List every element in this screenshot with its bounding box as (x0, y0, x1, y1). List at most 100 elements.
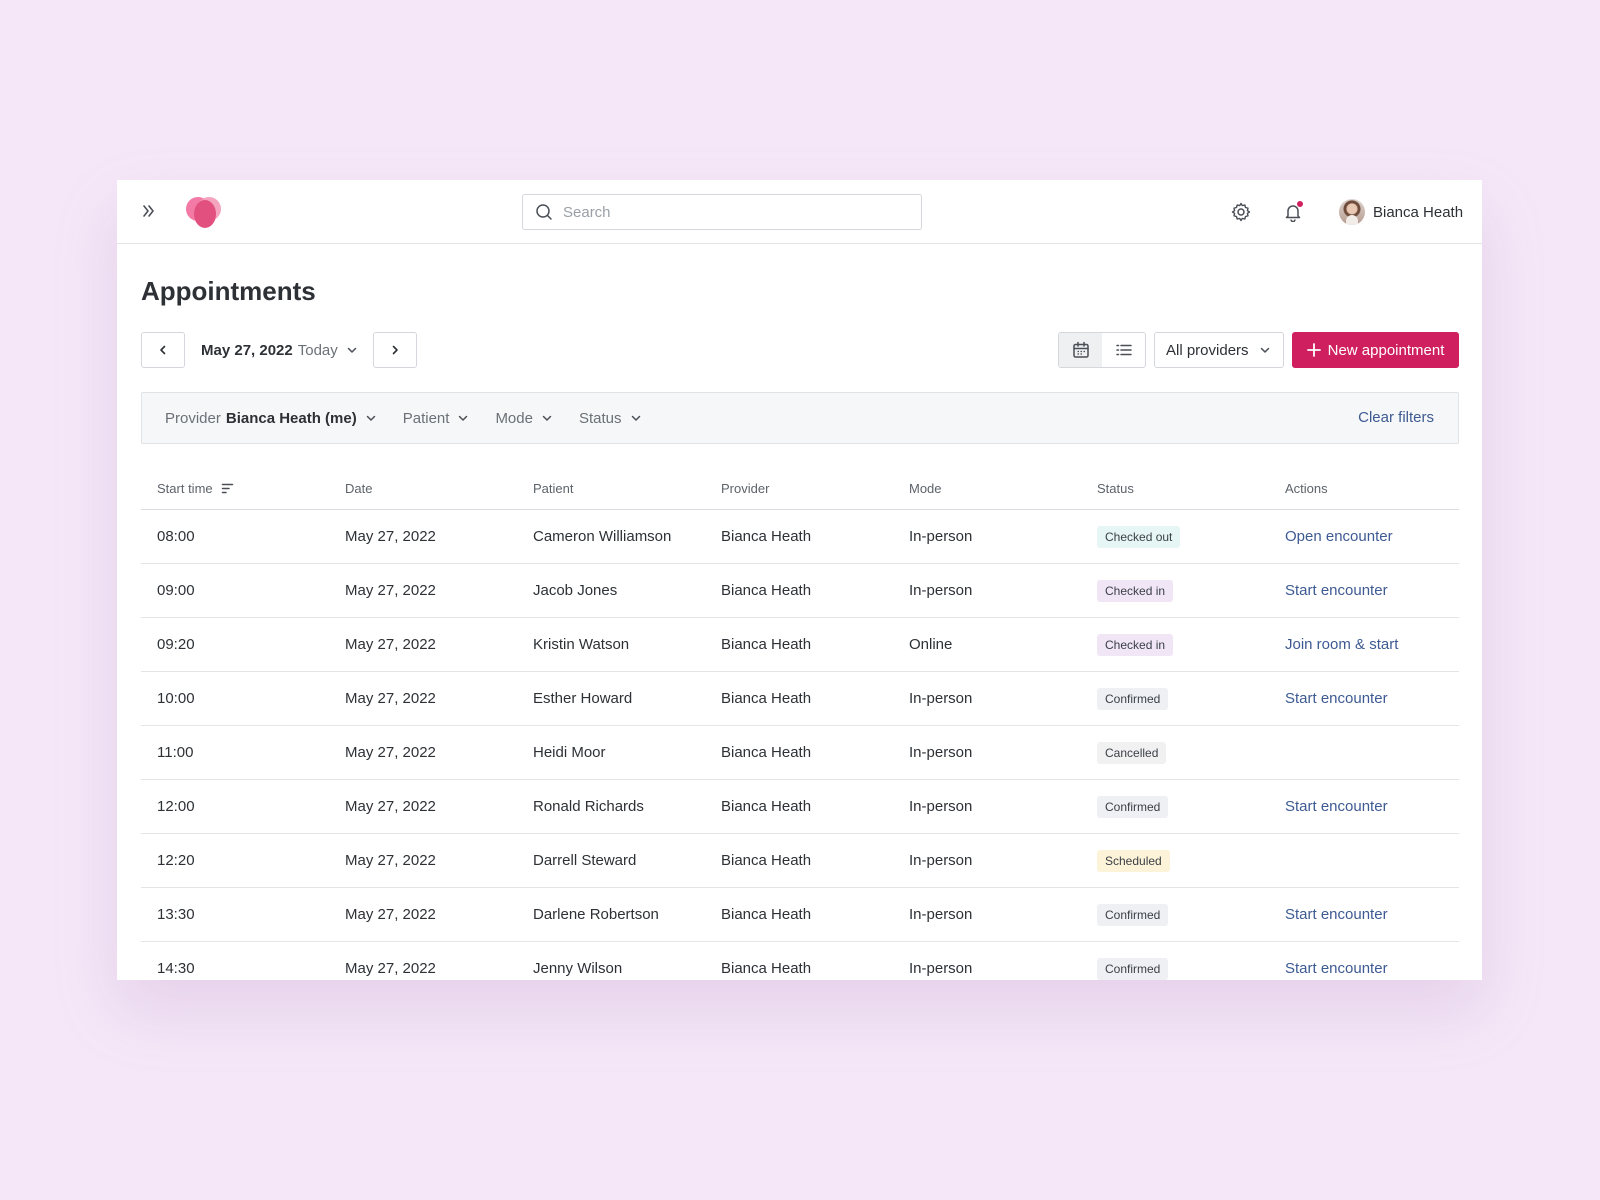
new-appointment-button[interactable]: New appointment (1292, 332, 1459, 368)
cell-patient: Jenny Wilson (533, 960, 623, 977)
status-badge: Checked in (1097, 633, 1174, 656)
notifications-button[interactable] (1279, 198, 1307, 226)
chevron-down-icon (1260, 347, 1269, 353)
cell-provider: Bianca Heath (721, 798, 812, 815)
action-link[interactable]: Start encounter (1285, 798, 1388, 815)
today-label: Today (297, 341, 338, 359)
action-link[interactable]: Start encounter (1285, 906, 1388, 923)
status-filter[interactable]: Status (579, 410, 642, 427)
status-filter-label: Status (578, 409, 622, 427)
cell-status: Checked in (1081, 579, 1269, 602)
action-link[interactable]: Start encounter (1285, 582, 1388, 599)
settings-button[interactable] (1227, 198, 1255, 226)
cell-provider: Bianca Heath (721, 960, 812, 977)
cell-actions: Start encounter (1269, 690, 1459, 707)
calendar-icon (1072, 341, 1089, 358)
cell-actions: Start encounter (1269, 798, 1459, 815)
cell-actions: Open encounter (1269, 528, 1459, 545)
search-input[interactable] (563, 203, 883, 221)
cell-start-time: 08:00 (157, 528, 195, 545)
cell-status: Cancelled (1081, 741, 1269, 764)
double-chevron-right-icon (143, 205, 154, 217)
cell-provider: Bianca Heath (721, 690, 812, 707)
cell-status: Confirmed (1081, 957, 1269, 980)
action-link[interactable]: Start encounter (1285, 960, 1388, 977)
cell-mode: In-person (909, 798, 973, 815)
chevron-right-icon (392, 345, 398, 355)
expand-sidebar-button[interactable] (137, 199, 161, 223)
column-header-patient: Patient (533, 481, 574, 496)
cell-date: May 27, 2022 (345, 798, 436, 815)
calendar-view-button[interactable] (1059, 333, 1102, 367)
status-badge: Confirmed (1097, 795, 1169, 818)
cell-status: Scheduled (1081, 849, 1269, 872)
cell-patient: Cameron Williamson (533, 528, 672, 545)
sort-icon[interactable] (221, 482, 234, 495)
cell-actions: Start encounter (1269, 906, 1459, 923)
notification-dot (1297, 201, 1303, 207)
cell-mode: Online (909, 636, 953, 653)
new-appointment-label: New appointment (1327, 341, 1445, 359)
patient-filter[interactable]: Patient (403, 410, 470, 427)
cell-patient: Darlene Robertson (533, 906, 659, 923)
status-badge: Confirmed (1097, 687, 1169, 710)
cell-start-time: 11:00 (157, 744, 194, 761)
status-badge: Checked in (1097, 579, 1174, 602)
cell-start-time: 09:20 (157, 636, 195, 653)
clear-filters-link[interactable]: Clear filters (1358, 409, 1434, 426)
user-menu[interactable]: Bianca Heath (1339, 198, 1463, 226)
mode-filter[interactable]: Mode (495, 410, 553, 427)
patient-filter-label: Patient (402, 409, 450, 427)
cell-status: Checked in (1081, 633, 1269, 656)
cell-provider: Bianca Heath (721, 852, 812, 869)
status-badge: Confirmed (1097, 903, 1169, 926)
column-header-date: Date (345, 481, 373, 496)
column-header-mode: Mode (909, 481, 942, 496)
cell-start-time: 12:00 (157, 798, 195, 815)
date-picker[interactable]: May 27, 2022 Today (201, 332, 358, 368)
cell-start-time: 12:20 (157, 852, 195, 869)
next-day-button[interactable] (373, 332, 417, 368)
cell-patient: Heidi Moor (533, 744, 606, 761)
column-header-provider: Provider (721, 481, 770, 496)
cell-date: May 27, 2022 (345, 906, 436, 923)
list-view-button[interactable] (1102, 333, 1145, 367)
table-header: Start time Date Patient Provider Mode St… (141, 468, 1459, 510)
table-row: 13:30 May 27, 2022 Darlene Robertson Bia… (141, 888, 1459, 942)
app-window: Bianca Heath Appointments May 27, 2022 T… (117, 180, 1482, 980)
cell-mode: In-person (909, 582, 973, 599)
status-badge: Confirmed (1097, 957, 1169, 980)
action-link[interactable]: Join room & start (1285, 636, 1399, 653)
action-link[interactable]: Start encounter (1285, 690, 1388, 707)
filter-bar: Provider Bianca Heath (me) Patient Mode … (141, 392, 1459, 444)
search-icon (536, 204, 552, 220)
cell-date: May 27, 2022 (345, 690, 436, 707)
previous-day-button[interactable] (141, 332, 185, 368)
cell-status: Checked out (1081, 525, 1269, 548)
cell-actions: Start encounter (1269, 960, 1459, 977)
providers-select-value: All providers (1166, 341, 1249, 359)
column-header-label: Start time (157, 481, 213, 496)
cell-mode: In-person (909, 906, 973, 923)
providers-select[interactable]: All providers (1154, 332, 1284, 368)
cell-status: Confirmed (1081, 903, 1269, 926)
cell-actions: Join room & start (1269, 636, 1459, 653)
cell-mode: In-person (909, 690, 973, 707)
table-row: 12:00 May 27, 2022 Ronald Richards Bianc… (141, 780, 1459, 834)
cell-start-time: 14:30 (157, 960, 195, 977)
action-link[interactable]: Open encounter (1285, 528, 1393, 545)
cell-provider: Bianca Heath (721, 582, 812, 599)
table-row: 10:00 May 27, 2022 Esther Howard Bianca … (141, 672, 1459, 726)
column-header-start-time[interactable]: Start time (141, 481, 329, 496)
cell-patient: Esther Howard (533, 690, 633, 707)
cell-status: Confirmed (1081, 687, 1269, 710)
mode-filter-label: Mode (495, 409, 533, 427)
table-row: 14:30 May 27, 2022 Jenny Wilson Bianca H… (141, 942, 1459, 980)
appointments-table: Start time Date Patient Provider Mode St… (141, 468, 1459, 980)
search-box[interactable] (522, 194, 922, 230)
chevron-left-icon (160, 345, 166, 355)
provider-filter[interactable]: Provider Bianca Heath (me) (165, 410, 377, 427)
status-badge: Scheduled (1097, 849, 1170, 872)
cell-start-time: 09:00 (157, 582, 195, 599)
gear-icon (1231, 202, 1251, 222)
